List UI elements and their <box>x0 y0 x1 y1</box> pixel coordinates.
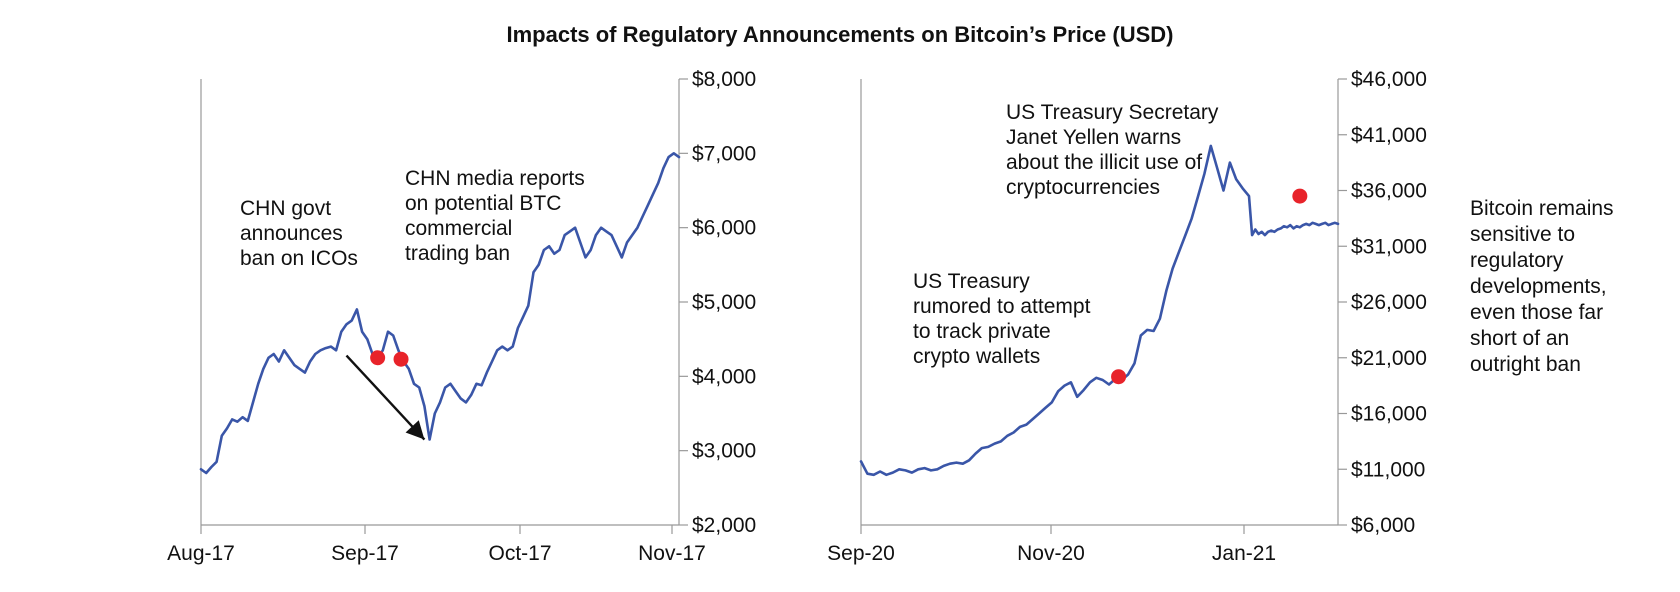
left-x-tick-label: Nov-17 <box>638 542 706 565</box>
right-annotation-line: cryptocurrencies <box>1006 176 1160 199</box>
right-y-tick-label: $41,000 <box>1351 124 1427 147</box>
left-y-tick-label: $2,000 <box>692 514 756 537</box>
right-y-tick-label: $31,000 <box>1351 235 1427 258</box>
right-y-tick-label: $6,000 <box>1351 514 1415 537</box>
right-y-tick-label: $36,000 <box>1351 180 1427 203</box>
left-y-tick-label: $8,000 <box>692 68 756 91</box>
left-y-tick-label: $5,000 <box>692 291 756 314</box>
side-note-line: developments, <box>1470 275 1607 298</box>
right-annotation-line: about the illicit use of <box>1006 151 1202 174</box>
right-price-line <box>859 144 1340 477</box>
left-y-tick-label: $3,000 <box>692 440 756 463</box>
right-y-tick-label: $21,000 <box>1351 347 1427 370</box>
right-y-tick-label: $26,000 <box>1351 291 1427 314</box>
left-annotation: CHN media reports on potential BTC commerc… <box>405 167 585 265</box>
right-annotation-line: to track private <box>913 320 1051 343</box>
left-y-tick-label: $6,000 <box>692 217 756 240</box>
right-annotation-line: US Treasury <box>913 270 1030 293</box>
left-annotation-line: CHN govt <box>240 197 331 220</box>
chart-title: Impacts of Regulatory Announcements on B… <box>506 22 1174 47</box>
left-price-line <box>199 152 681 475</box>
right-annotation-line: Janet Yellen warns <box>1006 126 1181 149</box>
left-annotation: CHN govt announces ban on ICOs <box>240 197 358 270</box>
side-note-line: outright ban <box>1470 353 1581 376</box>
right-annotation-line: US Treasury Secretary <box>1006 101 1219 124</box>
left-annotation-line: commercial <box>405 217 512 240</box>
left-x-tick-label: Sep-17 <box>331 542 399 565</box>
right-x-tick-label: Jan-21 <box>1212 542 1276 565</box>
side-note-line: Bitcoin remains <box>1470 197 1614 220</box>
right-annotation: US Treasury rumored to attempt to track pr… <box>913 270 1091 368</box>
right-chart: $6,000 $11,000 $16,000 $21,000 $26,000 $31,00… <box>827 68 1427 565</box>
left-annotation-line: CHN media reports <box>405 167 585 190</box>
left-annotation-line: ban on ICOs <box>240 247 358 270</box>
left-event-marker <box>393 351 409 367</box>
left-y-tick-label: $4,000 <box>692 365 756 388</box>
right-annotation: US Treasury Secretary Janet Yellen warns a… <box>1006 101 1219 199</box>
right-annotation-line: crypto wallets <box>913 345 1040 368</box>
side-note-line: short of an <box>1470 327 1570 350</box>
left-annotation-line: on potential BTC <box>405 192 561 215</box>
side-note: Bitcoin remains sensitive to regulatory … <box>1470 196 1670 378</box>
right-event-marker <box>1292 188 1308 204</box>
left-chart: $2,000 $3,000 $4,000 $5,000 $6,000 $7,000 $8,0… <box>167 68 756 565</box>
right-event-marker <box>1111 369 1127 385</box>
right-x-tick-label: Nov-20 <box>1017 542 1085 565</box>
side-note-line: even those far <box>1470 301 1604 324</box>
side-note-line: regulatory <box>1470 249 1564 272</box>
side-note-line: sensitive to <box>1470 223 1576 246</box>
left-y-tick-label: $7,000 <box>692 142 756 165</box>
left-arrow-head <box>405 420 425 440</box>
left-x-tick-label: Aug-17 <box>167 542 235 565</box>
left-annotation-line: announces <box>240 222 343 245</box>
left-arrow-line <box>345 354 426 441</box>
right-x-tick-label: Sep-20 <box>827 542 895 565</box>
left-annotation-line: trading ban <box>405 242 510 265</box>
right-y-tick-label: $16,000 <box>1351 403 1427 426</box>
left-x-tick-label: Oct-17 <box>488 542 551 565</box>
right-annotation-line: rumored to attempt <box>913 295 1091 318</box>
right-y-tick-label: $46,000 <box>1351 68 1427 91</box>
left-event-marker <box>370 350 386 366</box>
right-y-tick-label: $11,000 <box>1351 458 1425 481</box>
